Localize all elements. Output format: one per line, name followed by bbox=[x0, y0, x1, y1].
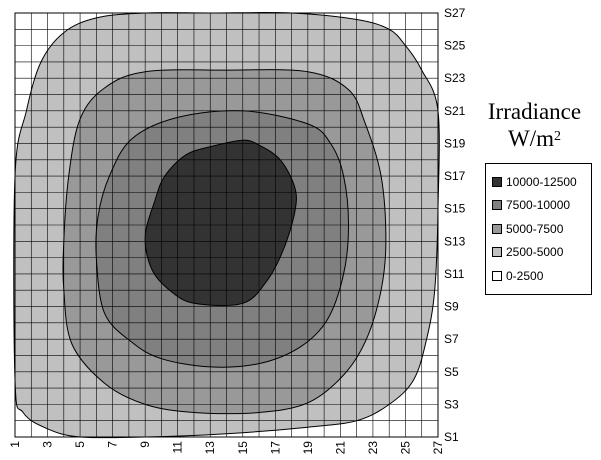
legend-item: 2500-5000 bbox=[492, 241, 591, 265]
y-tick-label: S17 bbox=[444, 169, 466, 183]
y-tick-label: S23 bbox=[444, 71, 466, 85]
x-tick-label: 11 bbox=[171, 441, 185, 454]
x-tick-label: 15 bbox=[236, 441, 250, 455]
plot-border bbox=[14, 12, 439, 438]
x-tick-label: 9 bbox=[138, 441, 152, 448]
x-tick-label: 7 bbox=[106, 441, 120, 448]
legend-unit: W/m2 bbox=[468, 125, 601, 152]
y-tick-label: S15 bbox=[444, 202, 466, 216]
y-tick-label: S19 bbox=[444, 136, 466, 150]
legend-item: 0-2500 bbox=[492, 264, 591, 288]
legend-label: 2500-5000 bbox=[506, 245, 564, 260]
legend-swatch bbox=[492, 200, 502, 211]
y-tick-label: S27 bbox=[444, 6, 466, 20]
y-axis-ticks: S1 S3 S5 S7 S9 S11 S13 S15 S17 S19 S21 S23 S25 S27 bbox=[444, 6, 466, 444]
legend-swatch bbox=[492, 176, 502, 187]
legend-box: 10000-12500 7500-10000 5000-7500 2500-5000 0… bbox=[485, 163, 592, 295]
legend-title: Irradiance W/m2 bbox=[468, 98, 601, 152]
y-tick-label: S5 bbox=[444, 365, 459, 379]
y-tick-label: S13 bbox=[444, 234, 466, 248]
legend-item: 7500-10000 bbox=[492, 194, 591, 218]
legend-label: 0-2500 bbox=[506, 268, 544, 283]
legend-unit-exponent: 2 bbox=[554, 129, 561, 144]
legend-title-label: Irradiance bbox=[487, 99, 582, 124]
y-tick-label: S7 bbox=[444, 332, 459, 346]
y-tick-label: S21 bbox=[444, 104, 466, 118]
legend-swatch bbox=[492, 270, 502, 281]
legend-label: 10000-12500 bbox=[506, 174, 577, 189]
y-tick-label: S11 bbox=[444, 267, 465, 281]
y-tick-label: S25 bbox=[444, 39, 466, 53]
legend-unit-base: W/m bbox=[508, 126, 554, 151]
x-tick-label: 17 bbox=[268, 441, 282, 455]
y-tick-label: S3 bbox=[444, 397, 459, 411]
x-tick-label: 3 bbox=[41, 441, 55, 448]
y-tick-label: S9 bbox=[444, 300, 459, 314]
x-tick-label: 27 bbox=[431, 441, 445, 455]
x-tick-label: 21 bbox=[333, 441, 347, 455]
x-tick-label: 23 bbox=[366, 441, 380, 455]
x-tick-label: 19 bbox=[301, 441, 315, 455]
legend-label: 5000-7500 bbox=[506, 221, 564, 236]
x-tick-label: 5 bbox=[73, 441, 87, 448]
x-tick-label: 1 bbox=[8, 441, 22, 448]
x-tick-label: 13 bbox=[203, 441, 217, 455]
legend-swatch bbox=[492, 223, 502, 234]
legend-label: 7500-10000 bbox=[506, 198, 571, 213]
x-axis-ticks: 1 3 5 7 9 11 13 15 17 19 21 23 25 27 bbox=[8, 441, 445, 455]
x-tick-label: 25 bbox=[398, 441, 412, 455]
legend-item: 5000-7500 bbox=[492, 217, 591, 241]
y-tick-label: S1 bbox=[444, 430, 459, 444]
legend-swatch bbox=[492, 247, 502, 258]
legend-item: 10000-12500 bbox=[492, 170, 591, 194]
